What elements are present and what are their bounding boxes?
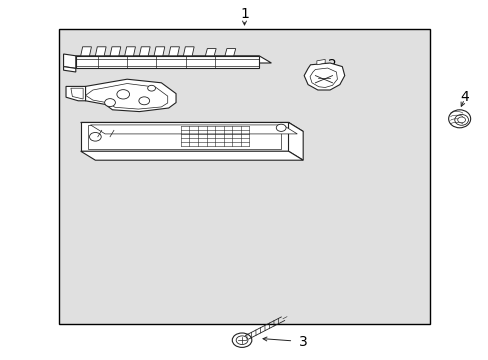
Polygon shape bbox=[76, 56, 271, 63]
Polygon shape bbox=[304, 63, 344, 90]
Text: 3: 3 bbox=[298, 335, 307, 349]
Text: 4: 4 bbox=[459, 90, 468, 104]
Polygon shape bbox=[224, 49, 235, 56]
Circle shape bbox=[104, 99, 115, 107]
Circle shape bbox=[139, 97, 149, 105]
Text: 2: 2 bbox=[327, 58, 336, 72]
Polygon shape bbox=[81, 122, 303, 131]
Polygon shape bbox=[205, 49, 216, 56]
Polygon shape bbox=[63, 54, 76, 68]
Polygon shape bbox=[88, 125, 281, 149]
Polygon shape bbox=[66, 86, 85, 101]
Polygon shape bbox=[110, 47, 121, 56]
Polygon shape bbox=[81, 122, 288, 151]
Polygon shape bbox=[85, 84, 167, 109]
Circle shape bbox=[89, 132, 101, 141]
Polygon shape bbox=[139, 47, 150, 56]
Circle shape bbox=[232, 333, 251, 347]
Polygon shape bbox=[81, 47, 91, 56]
Circle shape bbox=[236, 336, 247, 345]
Circle shape bbox=[276, 124, 285, 131]
Polygon shape bbox=[71, 88, 83, 99]
Polygon shape bbox=[81, 151, 303, 160]
FancyBboxPatch shape bbox=[59, 29, 429, 324]
Polygon shape bbox=[309, 68, 337, 87]
Polygon shape bbox=[95, 47, 106, 56]
Circle shape bbox=[117, 90, 129, 99]
Ellipse shape bbox=[447, 110, 469, 128]
Polygon shape bbox=[76, 56, 259, 68]
Circle shape bbox=[147, 85, 155, 91]
Polygon shape bbox=[154, 47, 164, 56]
Circle shape bbox=[457, 117, 465, 123]
Polygon shape bbox=[316, 59, 325, 65]
Ellipse shape bbox=[454, 114, 468, 125]
Polygon shape bbox=[124, 47, 135, 56]
Polygon shape bbox=[183, 47, 194, 56]
Text: 1: 1 bbox=[240, 8, 248, 21]
Polygon shape bbox=[90, 125, 297, 134]
Polygon shape bbox=[63, 67, 76, 72]
Polygon shape bbox=[78, 79, 176, 112]
Polygon shape bbox=[288, 122, 303, 160]
Polygon shape bbox=[168, 47, 179, 56]
